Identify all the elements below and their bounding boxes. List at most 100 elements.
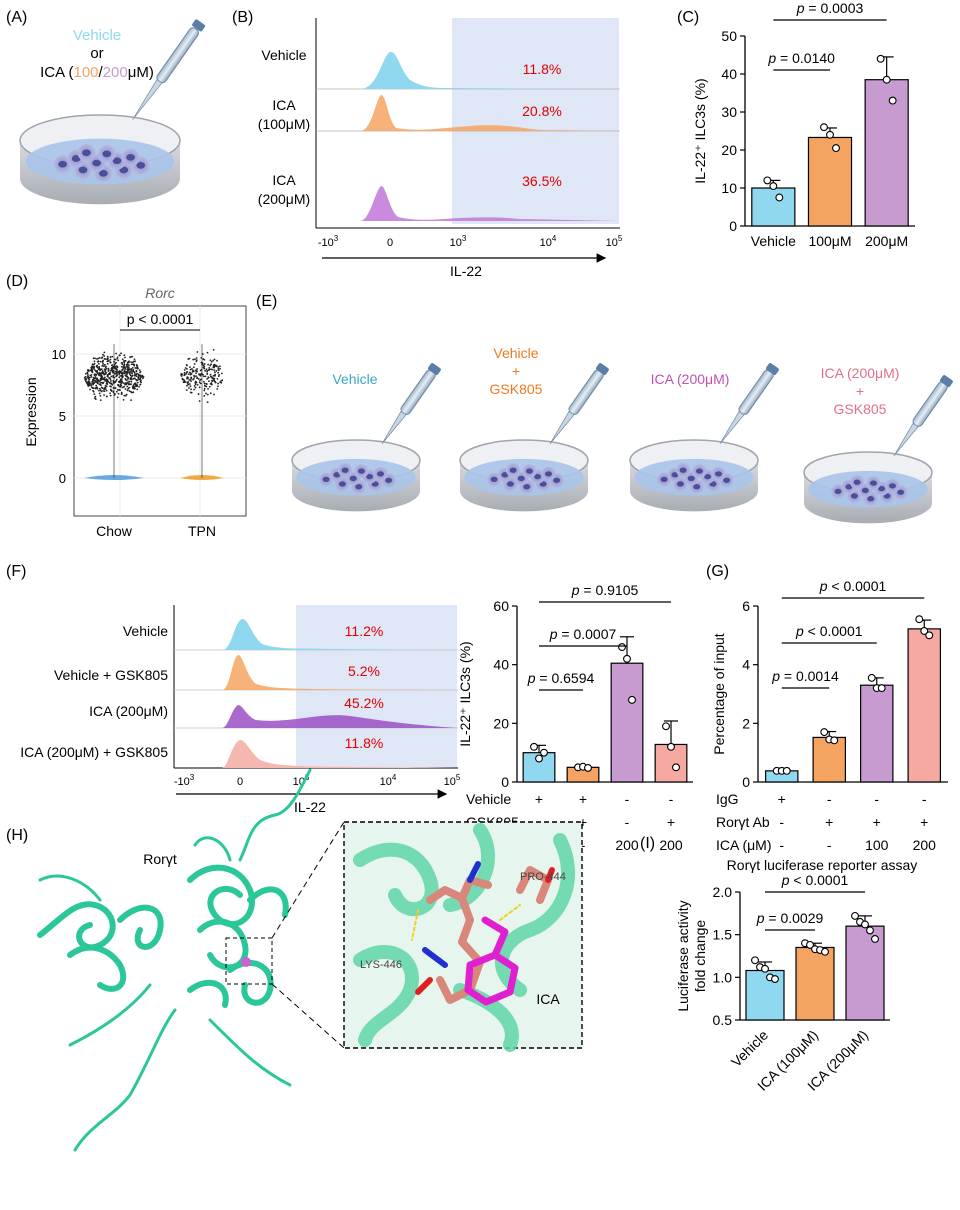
d-plot-frame xyxy=(73,305,247,517)
expression-point xyxy=(130,380,133,383)
expression-point xyxy=(193,376,196,378)
expression-point xyxy=(88,376,91,379)
expression-point xyxy=(105,365,108,368)
expression-point xyxy=(116,366,119,368)
expression-point xyxy=(123,366,126,369)
expression-point xyxy=(128,390,131,392)
h-zoom-source xyxy=(225,937,273,985)
pct-b-ica100: 20.8% xyxy=(522,103,562,119)
expression-point xyxy=(205,392,207,395)
expression-point xyxy=(206,351,209,354)
data-point xyxy=(821,947,829,956)
expression-point xyxy=(186,381,189,384)
cell-culture-dish-e4 xyxy=(803,375,953,524)
panel-a-ica-text: ICA (100/200μM) xyxy=(40,64,154,81)
expression-point xyxy=(217,371,220,374)
expression-point xyxy=(140,379,142,382)
expression-point xyxy=(136,367,139,370)
y-axis-label-2: fold change xyxy=(692,920,708,993)
pct-b-ica200: 36.5% xyxy=(522,173,562,189)
condition-cell: - xyxy=(779,837,784,853)
expression-point xyxy=(127,364,130,366)
expression-point xyxy=(217,385,219,388)
expression-point xyxy=(116,369,119,371)
expression-point xyxy=(132,370,135,373)
expression-point xyxy=(125,366,127,368)
expression-point xyxy=(103,376,106,379)
expression-point xyxy=(214,374,216,377)
expression-point xyxy=(102,353,104,356)
h-protein-label: Rorγt xyxy=(143,851,177,867)
expression-point xyxy=(90,383,93,386)
expression-point xyxy=(107,370,110,372)
expression-point xyxy=(110,375,113,378)
expression-point xyxy=(117,359,120,362)
expression-point xyxy=(113,366,116,369)
data-point xyxy=(820,123,828,132)
expression-point xyxy=(130,399,132,401)
expression-point xyxy=(102,389,104,392)
histogram-f-vehicle xyxy=(222,618,458,650)
expression-point xyxy=(109,394,112,397)
expression-point xyxy=(186,364,188,367)
expression-point xyxy=(130,361,132,364)
expression-point xyxy=(206,378,209,380)
data-point xyxy=(751,956,759,965)
expression-point xyxy=(207,376,210,378)
panel-d-label: (D) xyxy=(6,273,28,290)
pipette-icon xyxy=(893,375,953,456)
d-ylabel: Expression xyxy=(23,377,39,446)
data-point xyxy=(540,748,548,757)
y-axis-label: IL-22⁺ ILC3s (%) xyxy=(457,641,473,746)
panel-e-label: (E) xyxy=(256,293,277,310)
expression-point xyxy=(123,370,126,373)
expression-point xyxy=(195,372,197,375)
f-xlabel: IL-22 xyxy=(294,799,326,815)
expression-point xyxy=(189,383,191,385)
expression-point xyxy=(131,370,133,373)
expression-point xyxy=(103,363,106,366)
expression-point xyxy=(129,368,132,371)
expression-point xyxy=(120,378,122,381)
p-value-label: p = 0.0003 xyxy=(796,0,864,16)
chart-g: 0 2 4 6 Percentage of input p = 0.0014 p < 0.0… xyxy=(711,578,948,790)
expression-point xyxy=(108,377,111,379)
cell-culture-dish-e1 xyxy=(291,363,441,512)
data-point xyxy=(882,75,891,84)
expression-point xyxy=(97,362,100,365)
data-point xyxy=(888,96,897,105)
pipette-icon xyxy=(719,363,779,444)
expression-point xyxy=(109,382,112,385)
expression-point xyxy=(91,371,94,374)
expression-point xyxy=(111,367,114,370)
expression-point xyxy=(91,363,94,366)
data-point xyxy=(877,684,886,693)
cell-culture-dish-a xyxy=(19,19,205,205)
expression-point xyxy=(219,367,221,370)
expression-point xyxy=(124,367,127,370)
x-tick-label: 200μM xyxy=(865,233,908,249)
data-point xyxy=(876,54,885,63)
expression-point xyxy=(211,376,214,379)
expression-point xyxy=(121,372,123,375)
e-dish2-line2: + xyxy=(512,363,520,379)
expression-point xyxy=(115,378,118,381)
data-point xyxy=(861,920,869,929)
expression-point xyxy=(116,357,119,360)
bar xyxy=(610,662,644,783)
expression-point xyxy=(124,394,127,397)
expression-point xyxy=(112,381,115,384)
d-group-chow: Chow xyxy=(96,523,133,539)
expression-point xyxy=(119,381,122,384)
expression-point xyxy=(192,358,195,361)
expression-point xyxy=(112,390,115,393)
expression-point xyxy=(220,381,223,384)
expression-point xyxy=(131,361,134,364)
data-point xyxy=(535,754,543,763)
expression-point xyxy=(110,369,113,372)
expression-point xyxy=(113,360,115,363)
expression-point xyxy=(112,375,114,377)
expression-point xyxy=(128,380,131,383)
condition-cell: - xyxy=(827,837,832,853)
expression-point xyxy=(91,380,94,383)
